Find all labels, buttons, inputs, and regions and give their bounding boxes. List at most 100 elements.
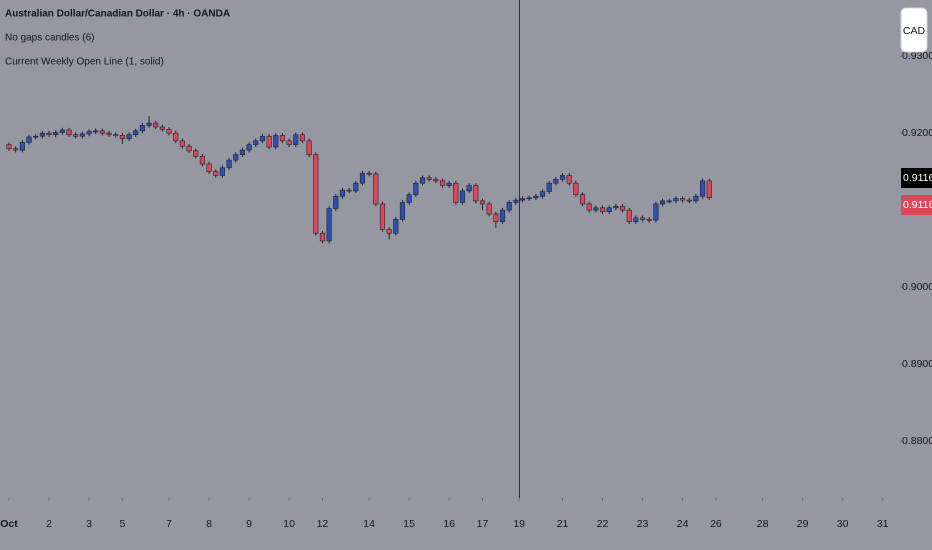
x-tick-label: 2: [46, 518, 52, 530]
candle-body: [139, 125, 145, 132]
x-tick-label: 17: [477, 518, 489, 530]
x-tick-label: 26: [710, 518, 722, 530]
x-tick-label: 7: [166, 518, 172, 530]
candle-body: [386, 229, 392, 234]
candle-body: [233, 154, 239, 161]
candle-body: [660, 200, 666, 205]
price-label-box: [901, 195, 932, 215]
candle-body: [406, 194, 412, 203]
x-tick-label: 19: [513, 518, 525, 530]
candle-body: [19, 142, 25, 151]
currency-button-box[interactable]: [900, 7, 928, 53]
candle-body: [133, 130, 139, 135]
candle-body: [86, 131, 92, 135]
candle-body: [313, 154, 319, 234]
candle-body: [499, 209, 506, 222]
x-tick-label: 9: [246, 518, 252, 530]
candle-body: [586, 203, 592, 211]
candle-body: [186, 145, 192, 152]
x-tick-label: 10: [283, 518, 295, 530]
candle-body: [339, 189, 346, 197]
candle-body: [546, 182, 552, 192]
candle-body: [199, 155, 205, 165]
candle-body: [433, 179, 439, 182]
candle-body: [306, 140, 312, 156]
candle-body: [79, 133, 85, 137]
candle-body: [159, 126, 165, 130]
candle-body: [686, 199, 692, 202]
candle-body: [246, 144, 252, 151]
candle-body: [493, 213, 499, 222]
candle-body: [359, 172, 366, 184]
candle-body: [393, 219, 399, 234]
candle-body: [626, 209, 632, 222]
candle-body: [326, 208, 332, 242]
candle-body: [206, 163, 212, 172]
candle-body: [13, 148, 19, 151]
candle-body: [379, 203, 386, 230]
candle-body: [279, 135, 286, 142]
candle-body: [33, 135, 39, 138]
candle-body: [106, 132, 112, 135]
candle-body: [606, 207, 612, 212]
candle-body: [366, 172, 372, 175]
axis-labels: 0.880000.890000.900000.910000.920000.930…: [0, 50, 932, 530]
candle-body: [93, 130, 99, 133]
candle-body: [99, 130, 105, 134]
candle-body: [553, 179, 559, 184]
candle-body: [319, 232, 326, 242]
candle-body: [539, 191, 546, 197]
candle-body: [226, 159, 232, 169]
x-tick-label: 8: [206, 518, 212, 530]
candle-body: [646, 219, 652, 221]
candle-body: [53, 132, 59, 135]
candle-body: [219, 167, 225, 176]
candle-body: [426, 177, 432, 180]
candle-body: [486, 203, 492, 215]
x-tick-label: 31: [877, 518, 889, 530]
candle-body: [559, 175, 566, 180]
x-tick-label: 5: [119, 518, 125, 530]
candle-body: [466, 185, 472, 192]
candle-body: [479, 200, 486, 205]
candle-body: [413, 182, 419, 196]
candle-body: [633, 217, 639, 222]
x-tick-label: 30: [837, 518, 849, 530]
currency-button[interactable]: CAD: [900, 7, 928, 53]
candle-body: [680, 198, 686, 201]
candle-body: [26, 136, 32, 143]
plot-area: [6, 116, 712, 244]
y-tick-label: 0.93000: [902, 50, 932, 62]
candle-body: [706, 180, 712, 198]
indicator-label: Current Weekly Open Line (1, solid): [5, 57, 164, 68]
candle-body: [593, 207, 599, 211]
candle-body: [166, 129, 172, 134]
x-tick-label: 24: [677, 518, 689, 530]
candle-body: [459, 190, 466, 203]
x-tick-label: 23: [637, 518, 649, 530]
candle-body: [473, 185, 479, 202]
x-tick-label: 21: [557, 518, 569, 530]
candle-body: [579, 194, 586, 205]
candle-body: [619, 205, 626, 211]
candle-body: [513, 199, 519, 203]
candle-body: [599, 207, 606, 212]
candle-body: [73, 134, 79, 137]
candle-body: [273, 135, 279, 148]
x-tick-label: 16: [443, 518, 455, 530]
candle-body: [299, 134, 306, 142]
currency-button-label[interactable]: CAD: [903, 25, 926, 37]
candle-body: [353, 182, 359, 192]
x-tick-label: 12: [317, 518, 329, 530]
candle-body: [673, 198, 679, 202]
candle-body: [373, 173, 379, 205]
x-tick-label: 29: [797, 518, 809, 530]
x-tick-label: 3: [86, 518, 92, 530]
candle-body: [653, 203, 659, 221]
candle-body: [113, 134, 119, 136]
candle-body: [399, 202, 406, 220]
